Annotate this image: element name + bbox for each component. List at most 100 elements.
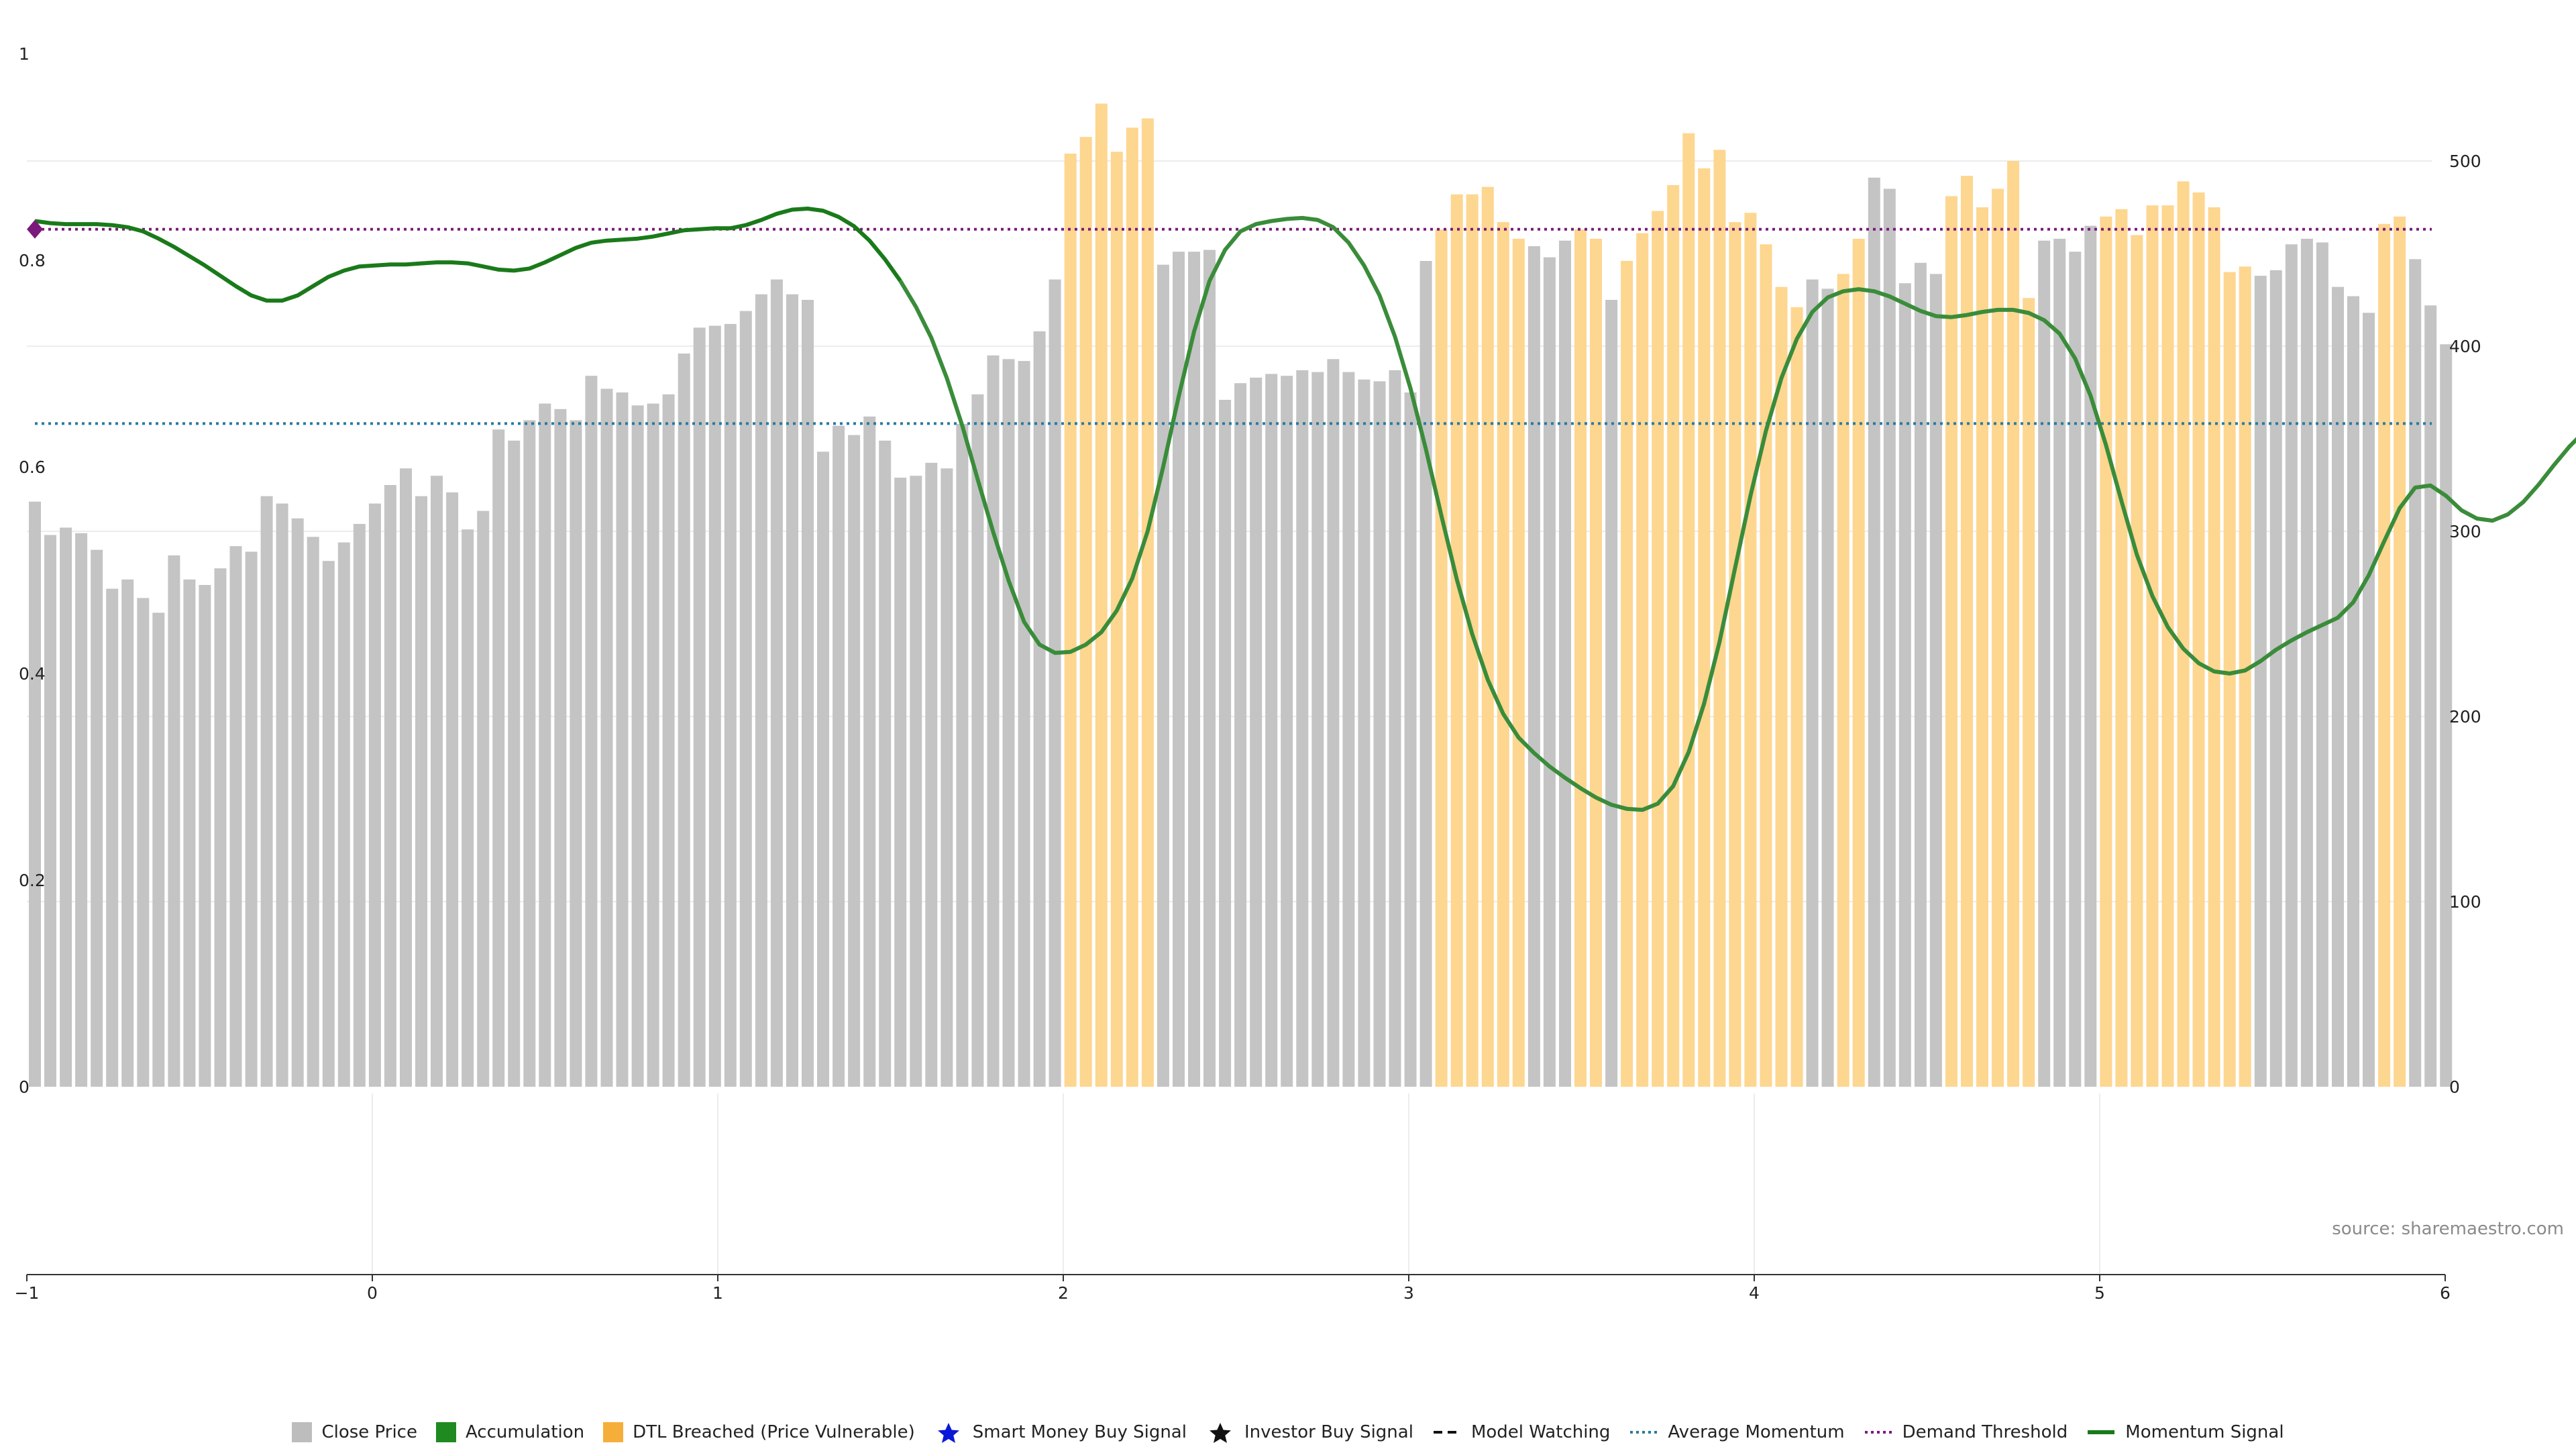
x-axis-tick-label: −1 <box>15 1283 40 1303</box>
bar-close-price <box>1358 379 1371 1087</box>
left-axis-tick-label: 1 <box>19 44 30 64</box>
bar-dtl-breached <box>1852 238 1865 1087</box>
bar-close-price <box>1188 252 1200 1087</box>
legend-label: Accumulation <box>465 1422 585 1442</box>
bar-dtl-breached <box>2146 205 2159 1087</box>
bar-close-price <box>600 388 613 1087</box>
bar-dtl-breached <box>1713 150 1726 1087</box>
bar-close-price <box>322 561 335 1087</box>
bar-dtl-breached <box>1760 244 1772 1087</box>
bar-dtl-breached <box>2131 235 2143 1087</box>
bar-close-price <box>106 588 119 1087</box>
bar-close-price <box>554 409 567 1087</box>
bar-close-price <box>2053 238 2066 1087</box>
x-axis-tick-label: 3 <box>1403 1283 1414 1303</box>
bar-close-price <box>60 527 72 1087</box>
bar-dtl-breached <box>1435 229 1448 1087</box>
bar-close-price <box>1389 370 1401 1087</box>
momentum-signal-line <box>34 207 902 303</box>
bar-close-price <box>214 568 227 1087</box>
bar-close-price <box>353 524 366 1087</box>
legend-label: Close Price <box>321 1422 417 1442</box>
legend-item-smart-money-buy-signal: Smart Money Buy Signal <box>934 1421 1187 1443</box>
bar-dtl-breached <box>2192 192 2205 1087</box>
legend-square-icon <box>603 1422 624 1442</box>
legend-star-icon <box>937 1423 959 1443</box>
bar-close-price <box>1311 372 1324 1087</box>
right-axis-tick-label: 100 <box>2449 892 2481 912</box>
left-axis-tick-label: 0.8 <box>19 251 46 270</box>
right-axis-tick-label: 400 <box>2449 337 2481 356</box>
bar-close-price <box>739 311 752 1087</box>
bar-close-price <box>724 323 737 1087</box>
bar-dtl-breached <box>1126 127 1138 1087</box>
bar-close-price <box>44 535 56 1087</box>
right-axis-tick-label: 500 <box>2449 152 2481 171</box>
bar-close-price <box>1265 374 1278 1087</box>
bar-close-price <box>1898 283 1911 1087</box>
bar-close-price <box>848 435 861 1087</box>
chart-legend: Close Price Accumulation DTL Breached (Pri… <box>0 1415 2576 1449</box>
bar-dtl-breached <box>1961 176 1973 1087</box>
legend-item-investor-buy-signal: Investor Buy Signal <box>1205 1421 1413 1443</box>
bar-dtl-breached <box>1775 286 1788 1087</box>
bar-dtl-breached <box>2115 209 2128 1087</box>
legend-line-icon <box>2088 1430 2115 1434</box>
bar-close-price <box>817 451 829 1087</box>
x-axis-tick-label: 6 <box>2440 1283 2451 1303</box>
bar-close-price <box>1342 372 1355 1087</box>
bar-dtl-breached <box>1744 213 1757 1087</box>
bar-dtl-breached <box>1574 229 1587 1087</box>
bar-close-price <box>1821 288 1834 1087</box>
bar-close-price <box>1543 257 1556 1087</box>
bar-close-price <box>91 549 103 1087</box>
bar-close-price <box>833 425 845 1087</box>
x-axis-tick-label: 2 <box>1058 1283 1069 1303</box>
bar-close-price <box>1559 240 1571 1087</box>
bar-dtl-breached <box>2208 207 2220 1087</box>
bar-close-price <box>431 476 443 1087</box>
bar-dtl-breached <box>2394 216 2406 1087</box>
left-axis-tick-label: 0.2 <box>19 871 46 890</box>
bar-close-price <box>1296 370 1309 1087</box>
bar-dtl-breached <box>1590 238 1602 1087</box>
bar-close-price <box>2069 252 2082 1087</box>
x-axis-tick-label: 4 <box>1749 1283 1760 1303</box>
bar-close-price <box>137 598 150 1087</box>
bar-dtl-breached <box>1621 261 1633 1087</box>
right-axis-tick-label: 200 <box>2449 707 2481 727</box>
bar-close-price <box>2363 313 2375 1087</box>
price-bars <box>29 103 2453 1087</box>
bar-close-price <box>2254 276 2267 1087</box>
bar-dtl-breached <box>1141 118 1154 1087</box>
bar-dtl-breached <box>1481 186 1494 1087</box>
bar-dtl-breached <box>1652 211 1664 1087</box>
bar-close-price <box>971 394 984 1087</box>
axes: 0 0.2 0.4 0.6 0.8 1 0 100 200 300 400 500 −1 0 1 2 3 4 5 6 <box>15 44 2481 1303</box>
legend-label: Investor Buy Signal <box>1244 1422 1413 1442</box>
bar-close-price <box>987 355 1000 1087</box>
bar-close-price <box>2038 240 2051 1087</box>
bar-close-price <box>910 476 922 1087</box>
bar-close-price <box>539 403 551 1087</box>
bar-close-price <box>1234 383 1247 1087</box>
bar-dtl-breached <box>1095 103 1108 1087</box>
legend-line-icon <box>1433 1431 1460 1434</box>
bar-close-price <box>755 294 767 1087</box>
bar-close-price <box>1173 252 1185 1087</box>
bar-dtl-breached <box>1729 222 1741 1087</box>
left-axis-tick-label: 0 <box>19 1077 30 1097</box>
bar-dtl-breached <box>1945 196 1957 1087</box>
bar-close-price <box>2440 344 2453 1087</box>
bar-close-price <box>956 423 969 1087</box>
right-axis-tick-label: 0 <box>2449 1077 2460 1097</box>
bar-dtl-breached <box>2177 181 2190 1087</box>
demand-threshold-diamond-marker <box>27 219 43 239</box>
bar-close-price <box>415 496 427 1087</box>
legend-star-icon <box>1209 1423 1231 1443</box>
bar-dtl-breached <box>1110 152 1123 1087</box>
bar-dtl-breached <box>2007 161 2020 1087</box>
bar-close-price <box>1914 262 1927 1087</box>
legend-item-dtl-breached-price-vulnerable: DTL Breached (Price Vulnerable) <box>603 1422 915 1442</box>
